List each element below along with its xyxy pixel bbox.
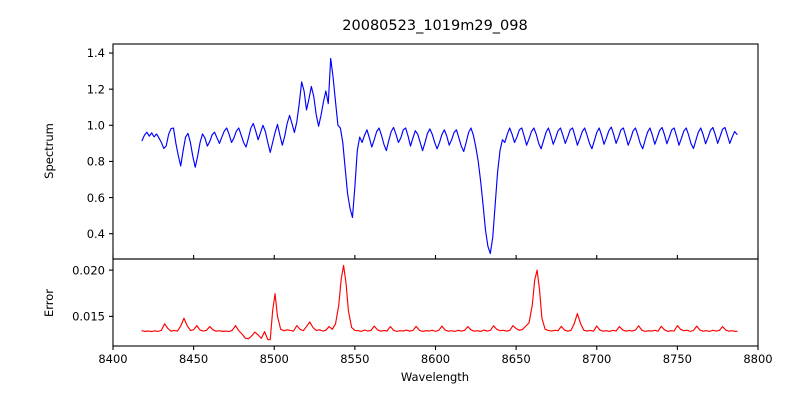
x-tick-label: 8450: [179, 352, 208, 366]
x-tick-label: 8500: [260, 352, 289, 366]
error-axis-label: Error: [42, 289, 56, 317]
spectrum-ytick-label: 0.6: [87, 191, 105, 205]
page-title: 20080523_1019m29_098: [342, 18, 527, 34]
x-tick-label: 8550: [340, 352, 369, 366]
x-tick-label: 8800: [743, 352, 772, 366]
spectrum-ytick-label: 0.4: [87, 227, 105, 241]
spectrum-ytick-label: 1.4: [87, 46, 105, 60]
spectrum-ytick-label: 0.8: [87, 155, 105, 169]
x-tick-label: 8600: [421, 352, 450, 366]
x-axis-ticks: 8400 8450 8500 8550 8600 8650 8700 8750 8800: [98, 255, 773, 366]
x-axis-label: Wavelength: [401, 370, 469, 384]
error-ytick-label: 0.020: [72, 263, 105, 277]
error-ytick-label: 0.015: [72, 310, 105, 324]
spectrum-ytick-label: 1.2: [87, 82, 105, 96]
error-y-ticks: 0.015 0.020: [72, 263, 113, 324]
spectrum-line: [141, 57, 738, 255]
x-tick-label: 8700: [582, 352, 611, 366]
x-tick-label: 8650: [501, 352, 530, 366]
x-tick-label: 8750: [663, 352, 692, 366]
spectrum-ytick-label: 1.0: [87, 119, 105, 133]
x-tick-label: 8400: [98, 352, 127, 366]
error-line: [141, 264, 738, 341]
spectrum-axis-label: Spectrum: [42, 123, 56, 179]
spectrum-y-ticks: 0.4 0.6 0.8 1.0 1.2 1.4: [87, 46, 113, 241]
